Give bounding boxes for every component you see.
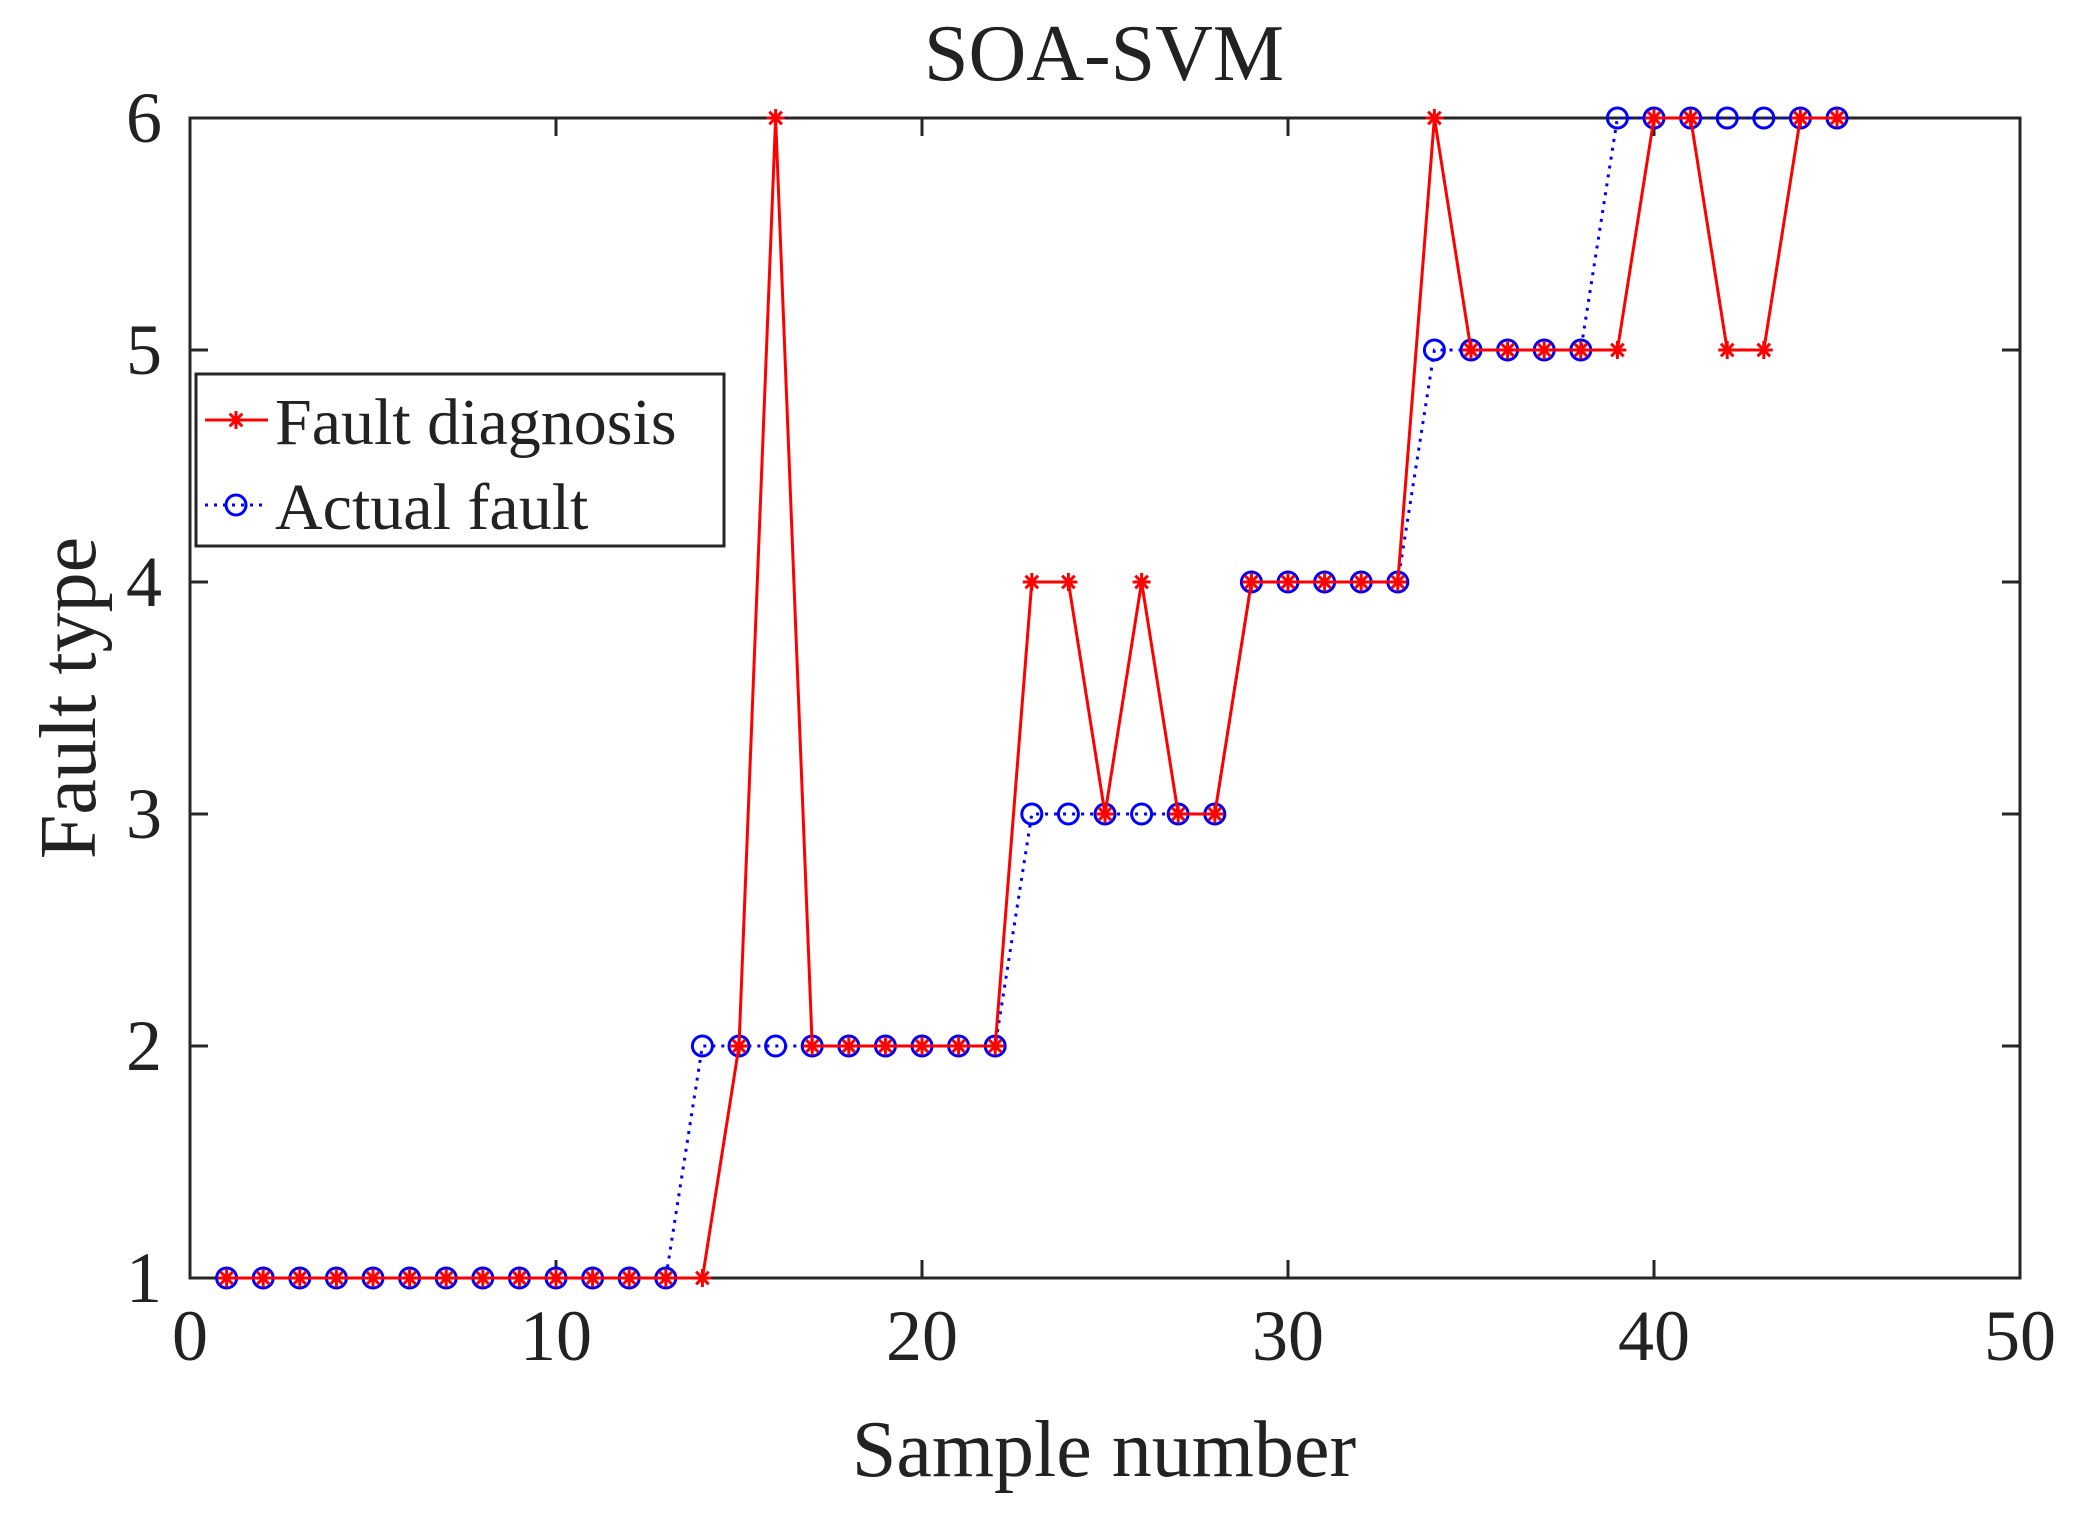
data-point xyxy=(1422,338,1446,362)
data-point xyxy=(1059,573,1078,591)
data-point xyxy=(690,1034,714,1058)
data-point xyxy=(1425,109,1444,127)
y-tick-label: 3 xyxy=(126,774,162,854)
x-tick-label: 30 xyxy=(1252,1296,1324,1376)
data-point xyxy=(510,1269,529,1287)
data-point xyxy=(583,1269,602,1287)
data-point xyxy=(1279,573,1297,591)
y-tick-label: 5 xyxy=(126,310,162,390)
data-point xyxy=(1718,341,1737,359)
data-point xyxy=(764,1034,788,1058)
plot-area xyxy=(188,116,2022,1280)
data-point xyxy=(1791,109,1810,127)
y-axis-label: Fault type xyxy=(25,537,113,859)
x-tick-label: 0 xyxy=(172,1296,208,1376)
data-point xyxy=(1130,802,1154,826)
legend-entry-fault-diagnosis: Fault diagnosis xyxy=(205,386,677,459)
y-tick-label: 2 xyxy=(126,1006,162,1086)
data-point xyxy=(986,1037,1005,1055)
data-point xyxy=(876,1037,895,1055)
legend-entry-actual-fault: Actual fault xyxy=(205,471,588,544)
x-tick-label: 40 xyxy=(1618,1296,1690,1376)
data-point xyxy=(839,1037,858,1055)
data-point xyxy=(547,1269,565,1287)
data-point xyxy=(1605,106,1629,130)
y-tick-label: 1 xyxy=(126,1238,162,1318)
legend-label: Actual fault xyxy=(275,471,588,544)
chart-title: SOA-SVM xyxy=(924,10,1284,98)
y-tick-label: 4 xyxy=(126,542,162,622)
legend-box xyxy=(194,372,726,548)
data-point xyxy=(1388,573,1407,591)
data-point xyxy=(1498,341,1517,359)
data-point xyxy=(1828,109,1846,127)
data-point xyxy=(1315,573,1334,591)
data-point xyxy=(913,1037,931,1055)
data-point xyxy=(1681,109,1700,127)
data-point xyxy=(1352,573,1371,591)
legend-marker xyxy=(227,411,245,429)
data-point xyxy=(656,1269,675,1287)
data-point xyxy=(400,1269,419,1287)
data-point xyxy=(1754,341,1773,359)
data-point xyxy=(730,1037,748,1055)
data-point xyxy=(1205,805,1224,823)
data-point xyxy=(766,109,785,127)
series-layer xyxy=(215,106,1849,1290)
x-tick-label: 10 xyxy=(520,1296,592,1376)
data-point xyxy=(1242,573,1261,591)
x-axis-label: Sample number xyxy=(852,1406,1356,1494)
data-point xyxy=(693,1269,712,1287)
data-point xyxy=(1645,109,1663,127)
y-tick-label: 6 xyxy=(126,78,162,158)
data-point xyxy=(1535,341,1554,359)
data-point xyxy=(1132,573,1151,591)
legend-marker xyxy=(224,493,248,517)
data-point xyxy=(364,1269,382,1287)
x-tick-label: 50 xyxy=(1984,1296,2056,1376)
data-point xyxy=(949,1037,968,1055)
data-point xyxy=(217,1269,236,1287)
series-fault-diagnosis xyxy=(217,109,1846,1287)
data-point xyxy=(1752,106,1776,130)
data-point xyxy=(1020,802,1044,826)
data-point xyxy=(290,1269,309,1287)
data-point xyxy=(803,1037,822,1055)
y-axis-ticks: 1 2 3 4 5 6 xyxy=(126,78,2020,1318)
data-point xyxy=(437,1269,456,1287)
data-point xyxy=(1608,341,1627,359)
x-axis-ticks: 0 10 20 30 40 50 xyxy=(172,118,2056,1376)
data-point xyxy=(1096,805,1114,823)
data-point xyxy=(1056,802,1080,826)
data-point xyxy=(473,1269,492,1287)
legend-label: Fault diagnosis xyxy=(275,386,677,459)
data-point xyxy=(1169,805,1188,823)
data-point xyxy=(1093,802,1117,826)
data-point xyxy=(620,1269,639,1287)
x-tick-label: 20 xyxy=(886,1296,958,1376)
data-point xyxy=(1571,341,1590,359)
data-point xyxy=(1715,106,1739,130)
data-point xyxy=(327,1269,346,1287)
data-point xyxy=(254,1269,273,1287)
legend: Fault diagnosis Actual fault xyxy=(194,372,726,548)
data-point xyxy=(1022,573,1041,591)
data-point xyxy=(1462,341,1480,359)
